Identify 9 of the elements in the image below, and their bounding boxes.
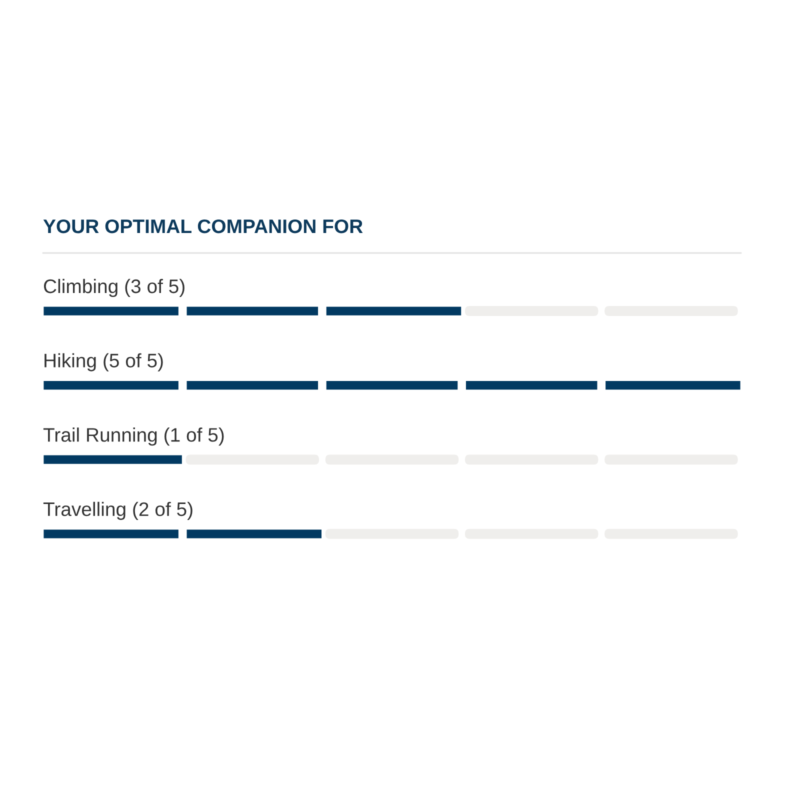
bar [43,454,184,466]
y-tick-label: Hiking (5 of 5) [44,353,163,372]
bar [43,305,462,317]
y-tick-label: Climbing (3 of 5) [44,278,184,298]
bar [43,380,741,392]
chart-title: YOUR OPTIMAL COMPANION FOR [43,219,363,234]
y-tick-label: Travelling (2 of 5) [43,502,192,520]
bar [43,528,323,540]
y-tick-label: Trail Running (1 of 5) [43,428,224,446]
